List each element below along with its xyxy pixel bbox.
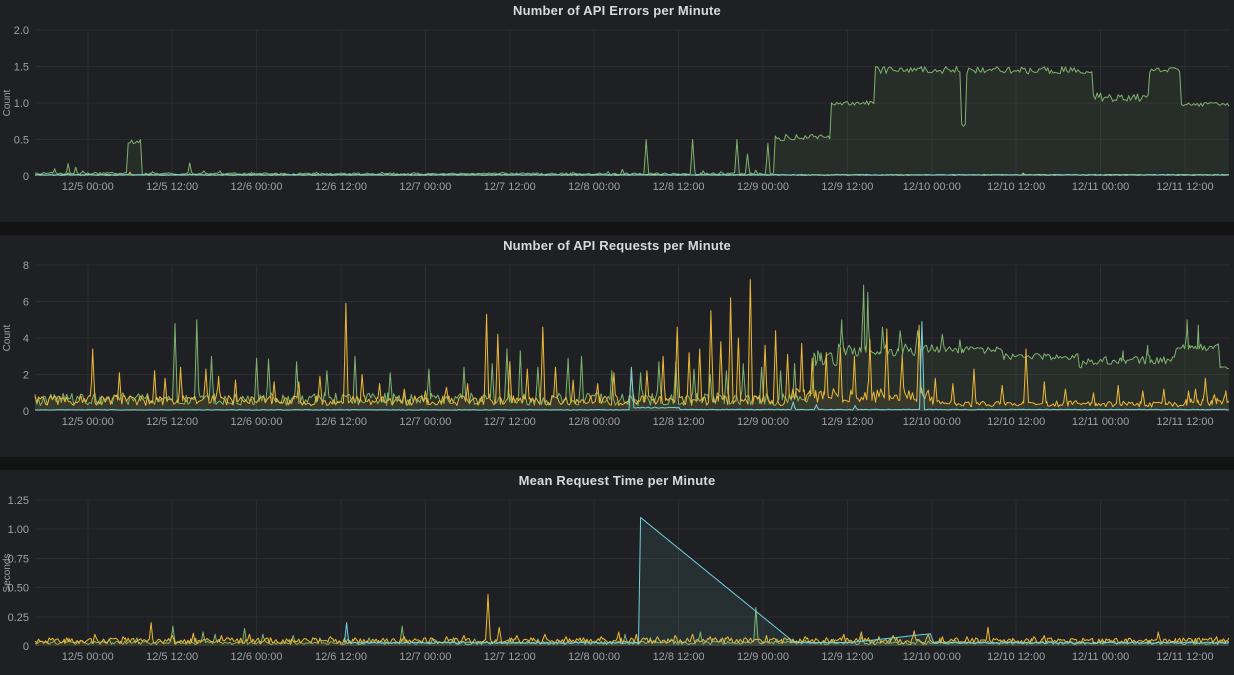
cyan-series-line[interactable]: [34, 173, 1229, 176]
x-tick-label: 12/11 00:00: [1072, 651, 1129, 663]
x-tick-label: 12/8 00:00: [568, 651, 620, 663]
y-tick-label: 1.5: [14, 62, 29, 74]
x-tick-label: 12/10 00:00: [903, 416, 961, 428]
x-tick-label: 12/8 12:00: [653, 416, 705, 428]
y-tick-label: 1.0: [14, 98, 29, 110]
x-tick-label: 12/6 12:00: [315, 651, 367, 663]
x-tick-label: 12/6 12:00: [315, 181, 367, 193]
x-tick-label: 12/10 00:00: [903, 651, 961, 663]
x-tick-label: 12/10 12:00: [987, 416, 1045, 428]
y-tick-label: 4: [23, 333, 29, 345]
x-tick-label: 12/5 00:00: [62, 416, 114, 428]
x-tick-label: 12/8 00:00: [568, 181, 620, 193]
yellow-series-line[interactable]: [34, 279, 1230, 408]
y-tick-label: 6: [23, 297, 29, 309]
panel-title[interactable]: Number of API Errors per Minute: [513, 3, 721, 18]
x-tick-label: 12/8 12:00: [653, 651, 705, 663]
y-tick-label: 0.75: [8, 553, 29, 565]
x-tick-label: 12/5 12:00: [146, 181, 198, 193]
y-tick-label: 0: [23, 641, 29, 653]
cyan-series-line[interactable]: [34, 321, 1229, 411]
x-tick-label: 12/6 12:00: [315, 416, 367, 428]
x-tick-label: 12/10 12:00: [987, 651, 1045, 663]
y-tick-label: 0: [23, 406, 29, 418]
green-series-fill: [35, 285, 1229, 411]
x-tick-label: 12/9 00:00: [737, 651, 789, 663]
x-tick-label: 12/7 00:00: [399, 416, 451, 428]
cyan-series-fill: [35, 321, 1229, 411]
y-tick-label: 8: [23, 260, 29, 272]
y-axis-label: Count: [2, 89, 13, 116]
y-tick-label: 0: [23, 171, 29, 183]
x-tick-label: 12/5 00:00: [62, 651, 114, 663]
y-tick-label: 2.0: [14, 25, 29, 37]
x-tick-label: 12/5 12:00: [146, 416, 198, 428]
yellow-series-line[interactable]: [34, 594, 1230, 645]
y-tick-label: 2: [23, 370, 29, 382]
x-tick-label: 12/8 12:00: [653, 181, 705, 193]
x-tick-label: 12/11 12:00: [1156, 416, 1213, 428]
gridlines: 12/5 00:00 12/5 12:00 12/6 00:00 12/6 12:00…: [8, 495, 1230, 663]
gridlines: 12/5 00:00 12/5 12:00 12/6 00:00 12/6 12:00…: [14, 25, 1230, 193]
x-tick-label: 12/7 12:00: [484, 651, 536, 663]
x-tick-label: 12/10 12:00: [987, 181, 1045, 193]
cyan-series-fill: [344, 517, 1229, 646]
y-tick-label: 0.5: [14, 135, 29, 147]
x-tick-label: 12/5 00:00: [62, 181, 114, 193]
x-tick-label: 12/9 12:00: [821, 181, 873, 193]
x-tick-label: 12/11 00:00: [1072, 181, 1129, 193]
panel-api-requests-per-minute: Number of API Requests per Minute 12/5 0…: [0, 235, 1234, 457]
x-tick-label: 12/5 12:00: [146, 651, 198, 663]
y-axis-label: Seconds: [2, 554, 13, 593]
x-tick-label: 12/7 00:00: [399, 651, 451, 663]
y-tick-label: 0.50: [8, 583, 29, 595]
mean-request-time-plot[interactable]: 12/5 00:00 12/5 12:00 12/6 00:00 12/6 12:00…: [0, 470, 1234, 675]
x-tick-label: 12/11 00:00: [1072, 416, 1129, 428]
cyan-series-line[interactable]: [344, 517, 1229, 644]
x-tick-label: 12/8 00:00: [568, 416, 620, 428]
api-errors-plot[interactable]: 12/5 00:00 12/5 12:00 12/6 00:00 12/6 12:00…: [0, 0, 1234, 222]
panel-title[interactable]: Mean Request Time per Minute: [518, 473, 716, 488]
x-tick-label: 12/6 00:00: [231, 416, 283, 428]
x-tick-label: 12/7 12:00: [484, 416, 536, 428]
x-tick-label: 12/11 12:00: [1156, 651, 1213, 663]
y-axis-label: Count: [2, 324, 13, 351]
api-requests-plot[interactable]: 12/5 00:00 12/5 12:00 12/6 00:00 12/6 12:00…: [0, 235, 1234, 457]
panel-mean-request-time-per-minute: Mean Request Time per Minute 12/5 00:00 1…: [0, 470, 1234, 675]
panel-title[interactable]: Number of API Requests per Minute: [503, 238, 731, 253]
x-tick-label: 12/7 12:00: [484, 181, 536, 193]
green-series-fill: [35, 66, 1229, 176]
y-tick-label: 1.25: [8, 495, 29, 507]
x-tick-label: 12/11 12:00: [1156, 181, 1213, 193]
gridlines: 12/5 00:00 12/5 12:00 12/6 00:00 12/6 12:00…: [23, 260, 1230, 428]
x-tick-label: 12/7 00:00: [399, 181, 451, 193]
x-tick-label: 12/10 00:00: [903, 181, 961, 193]
panel-api-errors-per-minute: Number of API Errors per Minute 12/5 00:…: [0, 0, 1234, 222]
x-tick-label: 12/9 12:00: [821, 651, 873, 663]
y-tick-label: 1.00: [8, 524, 29, 536]
green-series-line[interactable]: [34, 284, 1229, 406]
x-tick-label: 12/9 12:00: [821, 416, 873, 428]
x-tick-label: 12/6 00:00: [231, 651, 283, 663]
x-tick-label: 12/6 00:00: [231, 181, 283, 193]
x-tick-label: 12/9 00:00: [737, 181, 789, 193]
y-tick-label: 0.25: [8, 612, 29, 624]
x-tick-label: 12/9 00:00: [737, 416, 789, 428]
